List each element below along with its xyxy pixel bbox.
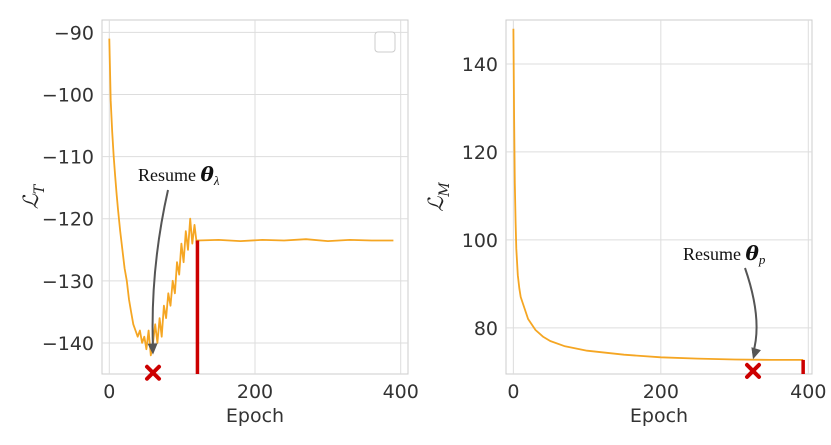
right-y-label-sub: M: [437, 182, 453, 198]
right-y-label: ℒM: [424, 182, 453, 212]
right-annotation: Resume θp: [683, 241, 766, 360]
left-x-tick-label: 0: [103, 381, 115, 403]
right-annotation-text: Resume θp: [683, 241, 766, 267]
left-y-tick-label: −120: [42, 209, 94, 231]
right-y-tick-label: 100: [462, 230, 498, 252]
left-x-label: Epoch: [226, 405, 284, 427]
right-resume-x-marker: [745, 362, 762, 379]
right-plot-area: [505, 19, 813, 375]
left-annotation: Resume θλ: [138, 162, 220, 355]
right-annotation-sub: p: [758, 252, 766, 267]
right-series: [512, 28, 805, 379]
left-annotation-theta: θ: [201, 162, 215, 186]
left-y-ticks: −90 −100 −110 −120 −130 −140: [42, 22, 94, 355]
right-y-ticks: 140 120 100 80: [462, 54, 498, 340]
right-x-tick-label: 0: [507, 381, 519, 403]
right-x-ticks: 0 200 400: [507, 381, 826, 403]
left-annotation-word: Resume: [138, 165, 201, 185]
right-annotation-theta: θ: [746, 241, 760, 265]
right-y-tick-label: 120: [462, 142, 498, 164]
right-annotation-arrowhead: [751, 347, 761, 360]
right-series-line: [512, 28, 804, 361]
left-y-tick-label: −130: [42, 271, 94, 293]
left-annotation-text: Resume θλ: [138, 162, 220, 188]
left-x-ticks: 0 200 400: [103, 381, 419, 403]
left-annotation-arrow: [151, 189, 169, 349]
left-plot: 0 200 400 −90 −100 −110 −120 −130 −140 Epoch ℒT…: [19, 19, 419, 427]
right-x-tick-label: 200: [643, 381, 679, 403]
left-y-tick-label: −90: [54, 22, 94, 44]
left-y-label: ℒT: [19, 183, 48, 209]
left-y-tick-label: −110: [42, 147, 94, 169]
right-x-label: Epoch: [630, 405, 688, 427]
left-y-tick-label: −140: [42, 333, 94, 355]
left-y-label-sub: T: [32, 183, 48, 194]
left-x-tick-label: 400: [383, 381, 419, 403]
right-plot: 0 200 400 140 120 100 80 Epoch ℒM Resume θp: [424, 19, 826, 427]
left-annotation-arrowhead: [147, 343, 158, 355]
legend-box: [374, 31, 396, 53]
left-annotation-sub: λ: [213, 173, 220, 188]
right-x-tick-label: 400: [790, 381, 826, 403]
svg-text:ℒM: ℒM: [424, 182, 453, 212]
right-y-tick-label: 80: [474, 318, 498, 340]
right-y-tick-label: 140: [462, 54, 498, 76]
svg-text:ℒT: ℒT: [19, 183, 48, 209]
left-y-tick-label: −100: [42, 85, 94, 107]
right-annotation-word: Resume: [683, 244, 746, 264]
left-series-line: [108, 38, 394, 357]
left-y-label-symbol: ℒ: [19, 193, 43, 209]
right-annotation-arrow: [744, 267, 758, 354]
right-y-label-symbol: ℒ: [424, 196, 448, 212]
left-series: [108, 38, 394, 381]
left-resume-x-marker: [145, 364, 161, 381]
left-x-tick-label: 200: [237, 381, 273, 403]
